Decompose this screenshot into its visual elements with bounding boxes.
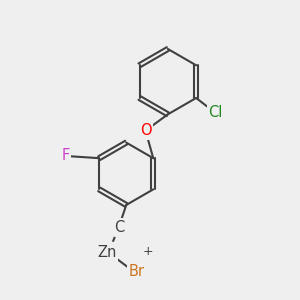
Text: Zn: Zn [97,245,117,260]
Text: C: C [114,220,124,235]
Text: O: O [140,123,152,138]
Text: Br: Br [129,264,145,279]
Text: +: + [142,245,153,258]
Text: Cl: Cl [208,105,223,120]
Text: F: F [61,148,69,164]
